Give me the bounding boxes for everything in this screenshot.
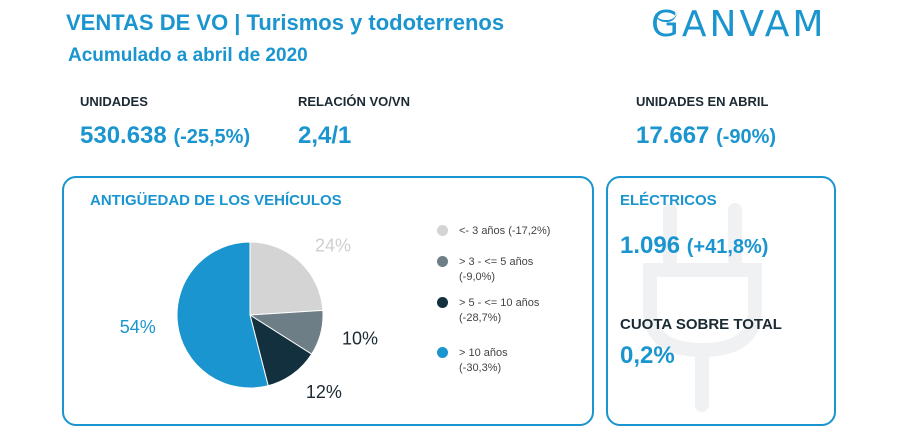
page-subtitle: Acumulado a abril de 2020 xyxy=(68,45,308,66)
legend-label-1: > 3 - <= 5 años (-9,0%) xyxy=(459,256,534,283)
pie-slice-0 xyxy=(249,241,324,316)
antiguedad-title: ANTIGÜEDAD DE LOS VEHÍCULOS xyxy=(90,192,342,209)
logo-breve-mark xyxy=(655,12,677,22)
legend-swatch-0 xyxy=(437,225,448,236)
pie-value-label-1: 10% xyxy=(342,329,378,349)
pie-value-label-2: 12% xyxy=(306,382,342,402)
electricos-title: ELÉCTRICOS xyxy=(620,192,717,209)
kpi-abril-value: 17.667 (-90%) xyxy=(636,122,776,150)
kpi-unidades-number: 530.638 xyxy=(80,122,167,149)
electricos-delta: (+41,8%) xyxy=(686,236,769,258)
plug-icon xyxy=(643,203,762,412)
kpi-abril-delta: (-90%) xyxy=(716,126,777,148)
kpi-abril-number: 17.667 xyxy=(636,122,710,149)
electricos-value: 1.096 (+41,8%) xyxy=(620,232,768,260)
legend-swatch-2 xyxy=(437,297,448,308)
legend-swatch-1 xyxy=(437,256,448,267)
kpi-relacion-value: 2,4/1 xyxy=(298,122,352,149)
kpi-unidades-label: UNIDADES xyxy=(80,94,148,109)
cuota-value: 0,2% xyxy=(620,342,675,369)
cuota-label: CUOTA SOBRE TOTAL xyxy=(620,316,782,333)
legend-label-0: <- 3 años (-17,2%) xyxy=(459,225,551,237)
kpi-abril-label: UNIDADES EN ABRIL xyxy=(636,94,769,109)
legend-label-2: > 5 - <= 10 años (-28,7%) xyxy=(459,297,540,324)
kpi-relacion-label: RELACIÓN VO/VN xyxy=(298,94,410,109)
pie-slice-3 xyxy=(176,241,269,389)
pie-value-label-0: 24% xyxy=(315,236,351,256)
brand-logo: GANVAM xyxy=(651,4,827,45)
kpi-unidades-delta: (-25,5%) xyxy=(173,126,251,148)
pie-value-label-3: 54% xyxy=(120,317,156,337)
kpi-unidades-value: 530.638 (-25,5%) xyxy=(80,122,250,150)
antiguedad-panel xyxy=(62,176,594,426)
pie-chart: 24% 10% 12% 54% xyxy=(120,236,378,402)
legend-swatch-3 xyxy=(437,347,448,358)
legend-label-3: > 10 años (-30,3%) xyxy=(459,347,508,374)
electricos-number: 1.096 xyxy=(620,232,681,259)
page-title: VENTAS DE VO | Turismos y todoterrenos xyxy=(66,10,505,35)
